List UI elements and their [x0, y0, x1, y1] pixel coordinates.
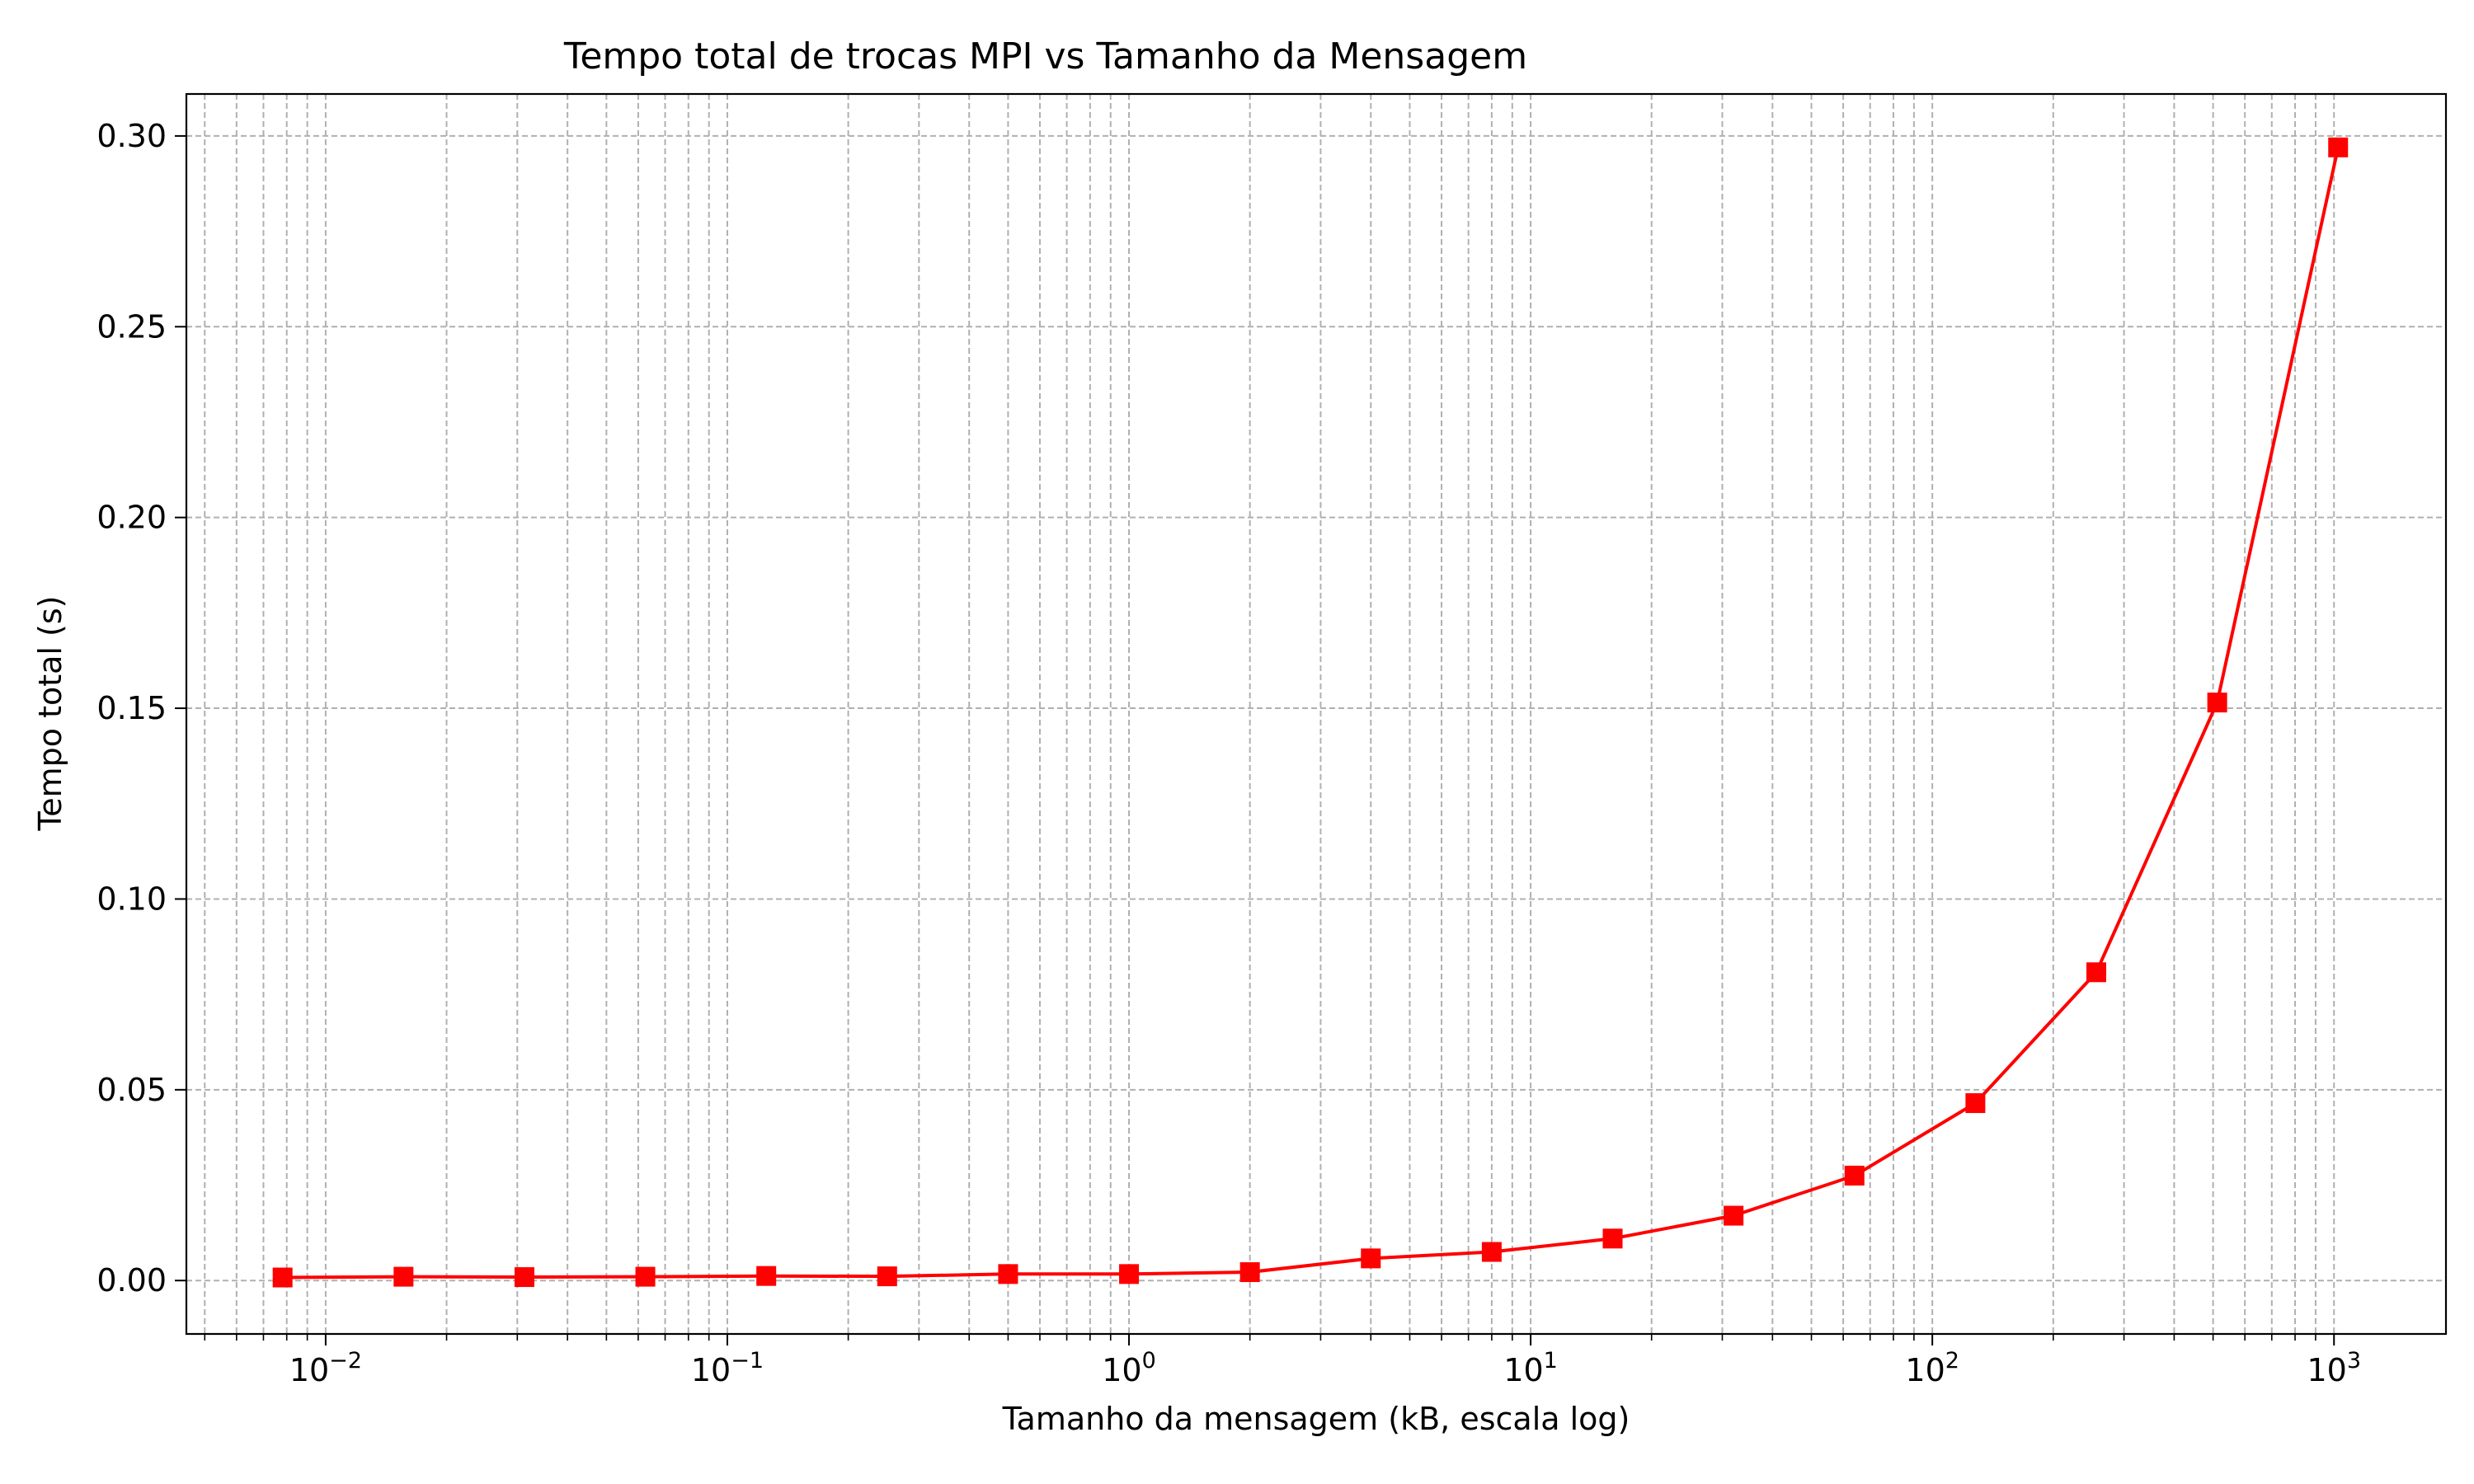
- data-point-marker: [635, 1266, 656, 1287]
- y-tick-label: 0.25: [96, 308, 167, 345]
- y-tick-label: 0.20: [96, 500, 167, 536]
- data-point-marker: [1602, 1228, 1623, 1249]
- data-point-marker: [1724, 1205, 1744, 1226]
- x-axis-label: Tamanho da mensagem (kB, escala log): [1002, 1401, 1630, 1437]
- y-tick-label: 0.15: [96, 690, 167, 726]
- x-tick-label: 10−2: [289, 1348, 362, 1388]
- data-point-marker: [2207, 693, 2227, 713]
- data-point-marker: [2328, 137, 2349, 157]
- y-tick-label: 0.10: [96, 881, 167, 917]
- y-tick-label: 0.00: [96, 1262, 167, 1298]
- plot-area: [185, 92, 2448, 1336]
- data-point-marker: [1361, 1248, 1381, 1269]
- data-series: [272, 137, 2349, 1288]
- data-point-marker: [1965, 1093, 1986, 1114]
- y-axis-label: Tempo total (s): [32, 595, 68, 831]
- chart-title: Tempo total de trocas MPI vs Tamanho da …: [563, 35, 1527, 77]
- data-point-marker: [998, 1264, 1018, 1284]
- x-tick-label: 101: [1503, 1348, 1558, 1388]
- data-point-marker: [272, 1267, 293, 1288]
- x-tick-label: 10−1: [691, 1348, 764, 1388]
- data-point-marker: [1481, 1242, 1502, 1262]
- data-point-marker: [1239, 1262, 1260, 1283]
- x-tick-label: 100: [1102, 1348, 1156, 1388]
- data-point-marker: [756, 1266, 777, 1286]
- data-point-marker: [393, 1266, 414, 1287]
- y-tick-label: 0.30: [96, 118, 167, 154]
- x-tick-label: 102: [1905, 1348, 1959, 1388]
- data-point-marker: [1844, 1165, 1865, 1186]
- data-point-marker: [2086, 962, 2107, 983]
- data-point-marker: [1119, 1264, 1140, 1284]
- data-point-marker: [877, 1266, 897, 1287]
- data-point-marker: [514, 1267, 534, 1288]
- series-line: [282, 147, 2340, 1280]
- y-tick-label: 0.05: [96, 1072, 167, 1108]
- x-tick-label: 103: [2307, 1348, 2361, 1388]
- axis-ticks: 10−2 10−1 100 101 102 103 0.00 0.05 0.10 0.15 0.20…: [96, 118, 2361, 1388]
